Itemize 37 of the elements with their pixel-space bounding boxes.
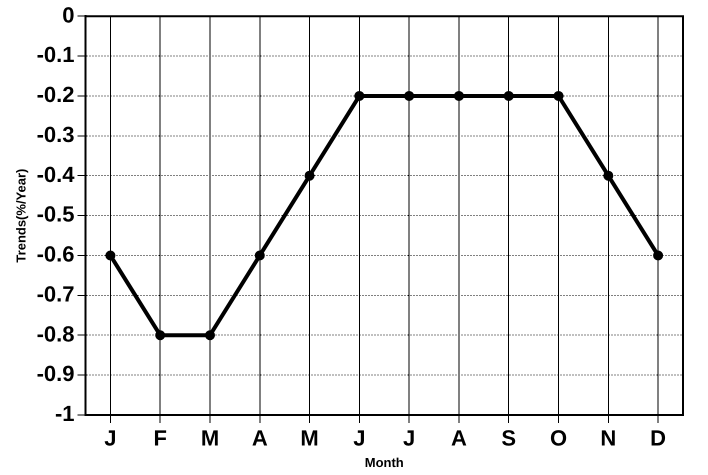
- point: [653, 250, 664, 260]
- y-tick-label: -1: [54, 401, 75, 426]
- y-tick-label: 0: [62, 2, 75, 28]
- y-tick-label: -0.1: [36, 42, 75, 68]
- y-tick-label: -0.4: [36, 162, 76, 187]
- x-tick-label: A: [450, 425, 467, 450]
- point: [404, 90, 414, 101]
- x-axis-title: Month: [364, 454, 404, 470]
- y-tick-label: -0.6: [36, 242, 75, 267]
- x-tick-label: D: [650, 425, 666, 450]
- x-tick-label: N: [600, 425, 616, 450]
- y-tick-label: -0.5: [36, 202, 75, 227]
- y-tick-label: -0.9: [36, 361, 75, 386]
- x-tick-label: S: [501, 425, 516, 450]
- point: [504, 90, 514, 101]
- x-tick-label: M: [300, 425, 319, 450]
- point: [105, 250, 116, 260]
- x-tick-label: J: [104, 425, 117, 450]
- y-tick-label: -0.3: [36, 122, 75, 147]
- point: [554, 90, 564, 101]
- x-tick-label: J: [353, 425, 366, 450]
- point: [603, 170, 614, 181]
- point: [304, 170, 315, 181]
- x-tick-label: F: [153, 425, 167, 450]
- y-tick-label: -0.8: [36, 321, 75, 346]
- x-tick-label: O: [550, 425, 568, 450]
- y-tick-label: -0.2: [36, 82, 75, 108]
- x-tick-label: J: [403, 425, 416, 450]
- y-axis-title: Trends(%/Year): [13, 168, 28, 263]
- x-tick-label: M: [200, 425, 220, 450]
- x-tick-label: A: [252, 425, 268, 450]
- point: [454, 90, 464, 101]
- point: [254, 250, 265, 260]
- point: [354, 90, 364, 101]
- point: [155, 330, 166, 340]
- y-tick-label: -0.7: [36, 281, 75, 306]
- point: [204, 330, 215, 340]
